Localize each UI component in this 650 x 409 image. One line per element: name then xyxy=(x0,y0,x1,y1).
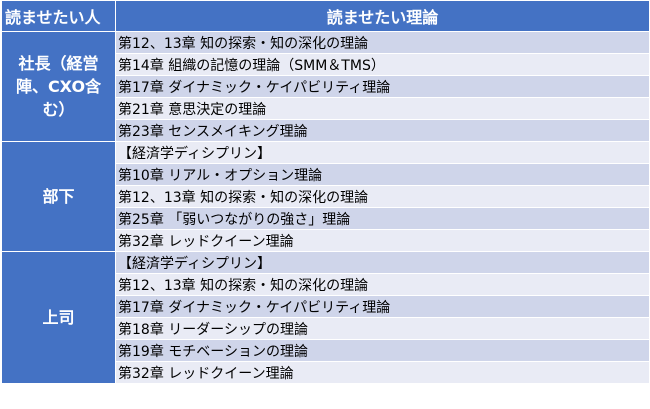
table-row: 第21章 意思決定の理論 xyxy=(2,97,650,120)
group-label-president: 社長（経営陣、CXO含む） xyxy=(1,31,116,142)
theory-item: 第23章 センスメイキング理論 xyxy=(115,119,650,142)
table-row: 第17章 ダイナミック・ケイパビリティ理論 xyxy=(2,295,650,318)
table-row: 第10章 リアル・オプション理論 xyxy=(2,163,650,186)
theory-item: 第32章 レッドクイーン理論 xyxy=(115,361,650,384)
theory-item: 第10章 リアル・オプション理論 xyxy=(115,163,650,186)
table-row: 第32章 レッドクイーン理論 xyxy=(2,361,650,384)
table-row: 第12、13章 知の探索・知の深化の理論 xyxy=(2,273,650,296)
theory-item: 第12、13章 知の探索・知の深化の理論 xyxy=(115,185,650,208)
theory-item: 第32章 レッドクイーン理論 xyxy=(115,229,650,252)
theory-item: 第19章 モチベーションの理論 xyxy=(115,339,650,362)
header-reader: 読ませたい人 xyxy=(1,0,116,32)
table-row: 第17章 ダイナミック・ケイパビリティ理論 xyxy=(2,75,650,98)
theory-item: 第14章 組織の記憶の理論（SMM＆TMS） xyxy=(115,53,650,76)
table-row: 社長（経営陣、CXO含む） 第12、13章 知の探索・知の深化の理論 xyxy=(1,31,650,142)
table-row: 第12、13章 知の探索・知の深化の理論 xyxy=(2,185,650,208)
theory-item: 第17章 ダイナミック・ケイパビリティ理論 xyxy=(115,295,650,318)
header-row: 読ませたい人 読ませたい理論 xyxy=(1,0,650,32)
theory-item: 第12、13章 知の探索・知の深化の理論 xyxy=(115,273,650,296)
table-row: 第25章 「弱いつながりの強さ」理論 xyxy=(2,207,650,230)
table-row: 第18章 リーダーシップの理論 xyxy=(2,317,650,340)
group-label-boss: 上司 xyxy=(1,251,116,384)
table-row: 第14章 組織の記憶の理論（SMM＆TMS） xyxy=(2,53,650,76)
table-row: 部下 【経済学ディシプリン】 xyxy=(1,141,650,252)
reading-table: 読ませたい人 読ませたい理論 社長（経営陣、CXO含む） 第12、13章 知の探… xyxy=(1,0,650,384)
theory-item: 第18章 リーダーシップの理論 xyxy=(115,317,650,340)
header-theory: 読ませたい理論 xyxy=(115,0,650,32)
table-row: 上司 【経済学ディシプリン】 xyxy=(1,251,650,384)
group-label-subordinate: 部下 xyxy=(1,141,116,252)
theory-item: 第17章 ダイナミック・ケイパビリティ理論 xyxy=(115,75,650,98)
theory-item: 【経済学ディシプリン】 xyxy=(115,251,650,274)
theory-item: 第12、13章 知の探索・知の深化の理論 xyxy=(115,31,650,54)
theory-item: 第25章 「弱いつながりの強さ」理論 xyxy=(115,207,650,230)
theory-item: 【経済学ディシプリン】 xyxy=(115,141,650,164)
theory-item: 第21章 意思決定の理論 xyxy=(115,97,650,120)
